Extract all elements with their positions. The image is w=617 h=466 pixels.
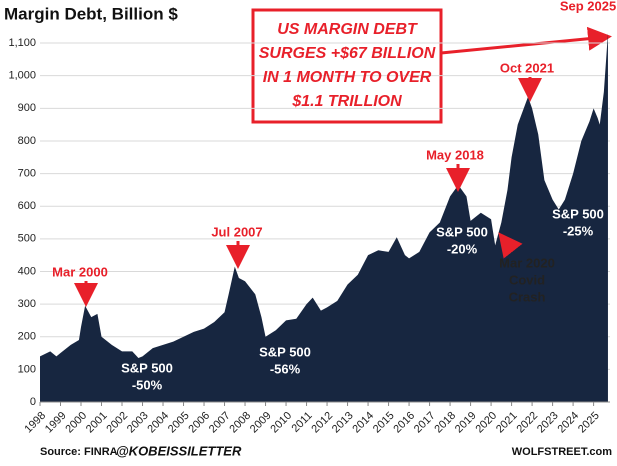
x-tick-label: 2015 <box>371 410 397 436</box>
x-tick-label: 2023 <box>535 410 561 436</box>
y-tick-label: 800 <box>18 135 36 147</box>
y-tick-label: 600 <box>18 200 36 212</box>
x-tick-label: 2018 <box>432 410 458 436</box>
x-tick-label: 2014 <box>350 410 376 436</box>
x-tick-label: 2004 <box>145 410 171 436</box>
area <box>40 33 608 403</box>
x-tick-label: 2000 <box>63 410 89 436</box>
source: Source: FINRA <box>40 446 118 458</box>
annotation: S&P 500 <box>436 224 488 239</box>
y-tick-label: 700 <box>18 167 36 179</box>
x-tick-label: 2025 <box>576 410 602 436</box>
callout-text: SURGES +$67 BILLION <box>259 45 436 62</box>
y-tick-label: 0 <box>30 396 36 408</box>
x-tick-label: 2008 <box>227 410 253 436</box>
annotation: -50% <box>132 377 163 392</box>
x-tick-label: 2006 <box>186 410 212 436</box>
y-tick-label: 400 <box>18 265 36 277</box>
x-tick-label: 2021 <box>494 410 520 436</box>
x-tick-label: 2005 <box>166 410 192 436</box>
y-tick-label: 200 <box>18 331 36 343</box>
annotation: Jul 2007 <box>211 224 262 239</box>
x-tick-label: 2010 <box>268 410 294 436</box>
x-tick-label: 2002 <box>104 410 130 436</box>
callout-arrow <box>440 26 612 55</box>
annotation: -20% <box>447 241 478 256</box>
y-tick-label: 500 <box>18 233 36 245</box>
callout-text: $1.1 TRILLION <box>291 93 402 110</box>
x-tick-label: 1999 <box>43 410 69 436</box>
x-tick-label: 2009 <box>248 410 274 436</box>
annotation-arrow <box>498 232 523 259</box>
y-tick-label: 1,100 <box>8 37 36 49</box>
annotation: S&P 500 <box>121 360 173 375</box>
site: WOLFSTREET.com <box>512 446 612 458</box>
chart-title: Margin Debt, Billion $ <box>4 4 178 23</box>
callout-box <box>251 8 443 124</box>
x-tick-label: 2019 <box>453 410 479 436</box>
annotation: S&P 500 <box>259 344 311 359</box>
annotation: Mar 2000 <box>52 264 108 279</box>
annotation: Crash <box>509 289 546 304</box>
annotation: Covid <box>509 272 545 287</box>
x-tick-label: 1998 <box>22 410 48 436</box>
x-tick-label: 2007 <box>207 410 233 436</box>
annotation: -25% <box>563 223 594 238</box>
x-tick-label: 2012 <box>309 410 335 436</box>
x-tick-label: 2016 <box>391 410 417 436</box>
x-tick-label: 2011 <box>290 410 315 435</box>
x-tick-label: 2013 <box>330 410 356 436</box>
annotation: -56% <box>270 361 301 376</box>
annotation: Mar 2020 <box>499 255 555 270</box>
x-tick-label: 2022 <box>514 410 540 436</box>
annotation: Oct 2021 <box>500 60 554 75</box>
annotation: May 2018 <box>426 147 484 162</box>
annotation: S&P 500 <box>552 206 604 221</box>
y-tick-label: 300 <box>18 298 36 310</box>
x-tick-label: 2020 <box>473 410 499 436</box>
y-tick-label: 100 <box>18 363 36 375</box>
y-tick-label: 900 <box>18 102 36 114</box>
callout-text: IN 1 MONTH TO OVER <box>263 69 432 86</box>
x-tick-label: 2001 <box>84 410 110 436</box>
x-tick-label: 2024 <box>555 410 581 436</box>
y-tick-label: 1,000 <box>8 70 36 82</box>
handle: @KOBEISSILETTER <box>116 443 242 458</box>
annotation: Sep 2025 <box>560 0 616 13</box>
callout-text: US MARGIN DEBT <box>277 21 418 38</box>
x-tick-label: 2003 <box>125 410 151 436</box>
x-tick-label: 2017 <box>412 410 438 436</box>
